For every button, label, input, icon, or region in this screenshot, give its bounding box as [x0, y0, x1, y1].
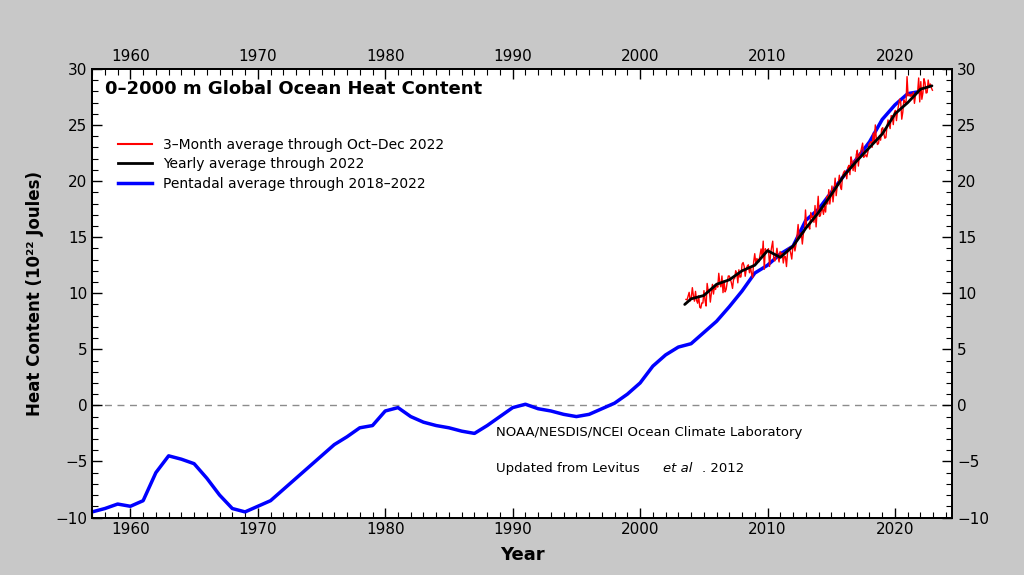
Legend: 3–Month average through Oct–Dec 2022, Yearly average through 2022, Pentadal aver: 3–Month average through Oct–Dec 2022, Ye…	[112, 132, 451, 196]
Y-axis label: Heat Content (10²² Joules): Heat Content (10²² Joules)	[27, 171, 44, 416]
X-axis label: Year: Year	[500, 546, 545, 564]
Text: NOAA/NESDIS/NCEI Ocean Climate Laboratory: NOAA/NESDIS/NCEI Ocean Climate Laborator…	[497, 426, 803, 439]
Text: 0–2000 m Global Ocean Heat Content: 0–2000 m Global Ocean Heat Content	[105, 81, 482, 98]
Text: Updated from Levitus: Updated from Levitus	[497, 462, 644, 475]
Text: . 2012: . 2012	[702, 462, 744, 475]
Text: et al: et al	[663, 462, 692, 475]
